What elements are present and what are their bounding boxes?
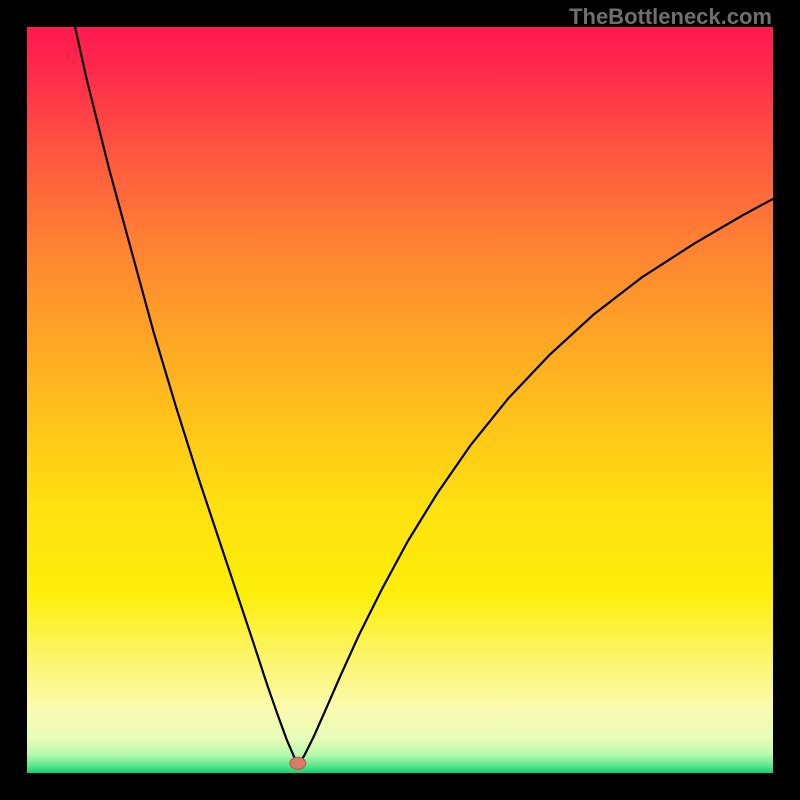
- watermark-text: TheBottleneck.com: [569, 4, 772, 30]
- curve-layer: [27, 27, 773, 773]
- bottleneck-curve-left: [72, 27, 298, 766]
- chart-outer: TheBottleneck.com: [0, 0, 800, 800]
- plot-area: [27, 27, 773, 773]
- optimum-marker: [290, 757, 306, 769]
- bottleneck-curve-right: [298, 195, 773, 766]
